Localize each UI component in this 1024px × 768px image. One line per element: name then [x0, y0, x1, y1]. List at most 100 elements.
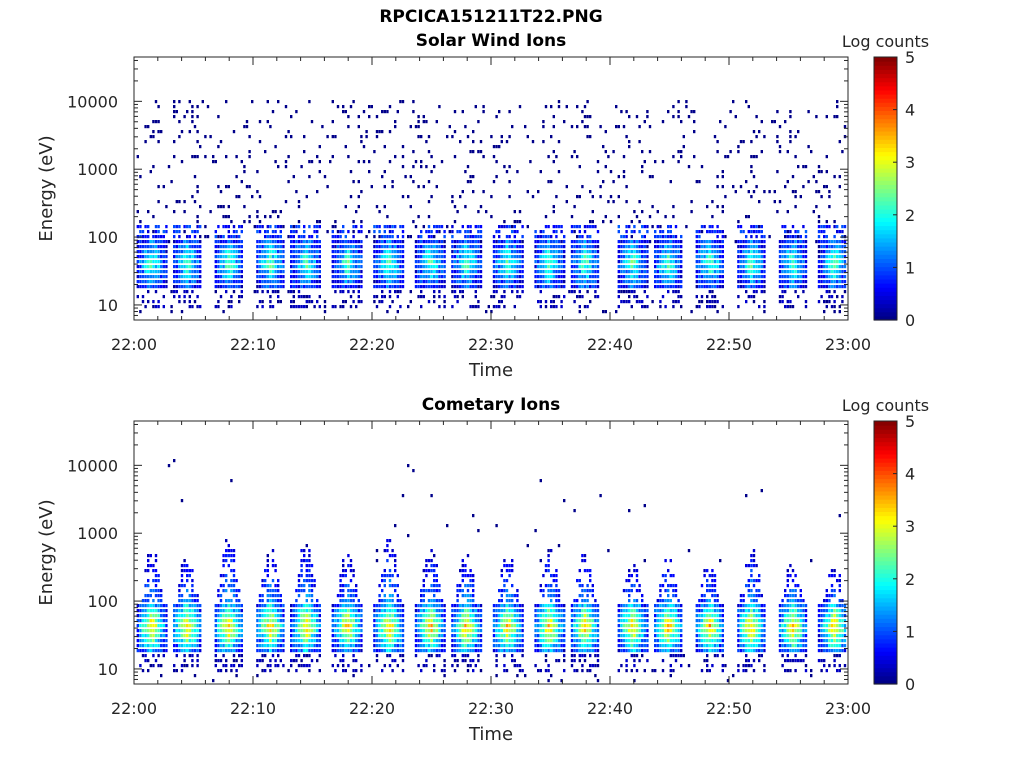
heatmap-cell	[461, 270, 464, 274]
heatmap-cell	[352, 260, 355, 264]
heatmap-cell	[183, 280, 186, 284]
heatmap-cell	[381, 270, 384, 274]
heatmap-cell	[804, 165, 808, 169]
heatmap-cell	[186, 619, 189, 623]
heatmap-cell	[630, 290, 633, 294]
heatmap-cell	[355, 589, 358, 593]
heatmap-cell	[453, 205, 457, 209]
heatmap-cell	[472, 255, 475, 259]
heatmap-cell	[503, 280, 506, 284]
heatmap-cell	[391, 185, 394, 189]
heatmap-cell	[453, 250, 457, 254]
heatmap-cell	[394, 589, 397, 593]
heatmap-cell	[643, 260, 646, 264]
heatmap-cell	[160, 240, 163, 244]
heatmap-cell	[401, 155, 405, 159]
heatmap-cell	[420, 240, 423, 244]
heatmap-cell	[596, 270, 600, 274]
heatmap-cell	[682, 145, 685, 149]
heatmap-cell	[165, 649, 168, 653]
heatmap-cell	[843, 270, 847, 274]
heatmap-cell	[758, 245, 761, 249]
heatmap-cell	[381, 629, 384, 633]
heatmap-cell	[789, 135, 792, 139]
heatmap-cell	[240, 255, 243, 259]
heatmap-cell	[828, 265, 831, 269]
heatmap-cell	[331, 155, 334, 159]
heatmap-cell	[386, 110, 389, 114]
heatmap-cell	[578, 290, 581, 294]
heatmap-cell	[193, 624, 197, 628]
heatmap-cell	[461, 225, 464, 229]
heatmap-cell	[381, 130, 384, 134]
heatmap-cell	[154, 235, 158, 239]
heatmap-cell	[479, 255, 483, 259]
heatmap-cell	[256, 649, 259, 653]
heatmap-cell	[141, 634, 145, 638]
heatmap-cell	[544, 245, 548, 249]
heatmap-cell	[297, 280, 301, 284]
heatmap-cell	[188, 629, 191, 633]
heatmap-cell	[258, 634, 262, 638]
heatmap-cell	[157, 629, 160, 633]
heatmap-cell	[617, 215, 620, 219]
heatmap-cell	[336, 275, 340, 279]
heatmap-cell	[459, 250, 462, 254]
heatmap-cell	[586, 270, 589, 274]
heatmap-cell	[352, 659, 355, 663]
heatmap-cell	[477, 240, 480, 244]
heatmap-cell	[308, 280, 311, 284]
heatmap-cell	[219, 255, 223, 259]
heatmap-cell	[646, 295, 649, 299]
colorbar-segment	[874, 262, 897, 268]
heatmap-cell	[435, 225, 438, 229]
heatmap-cell	[230, 619, 233, 623]
heatmap-cell	[825, 170, 828, 174]
heatmap-cell	[422, 270, 425, 274]
heatmap-cell	[352, 255, 355, 259]
heatmap-cell	[477, 270, 480, 274]
heatmap-cell	[742, 270, 745, 274]
heatmap-cell	[638, 220, 641, 224]
heatmap-cell	[401, 634, 405, 638]
heatmap-cell	[373, 300, 376, 304]
heatmap-cell	[435, 260, 438, 264]
heatmap-cell	[232, 240, 236, 244]
heatmap-cell	[331, 604, 334, 608]
heatmap-cell	[573, 225, 576, 229]
heatmap-cell	[825, 275, 828, 279]
heatmap-cell	[737, 280, 740, 284]
heatmap-cell	[295, 255, 298, 259]
heatmap-cell	[269, 664, 272, 668]
heatmap-cell	[227, 549, 230, 553]
heatmap-cell	[672, 115, 675, 119]
heatmap-cell	[492, 305, 496, 309]
heatmap-cell	[386, 544, 389, 548]
heatmap-cell	[591, 250, 594, 254]
heatmap-cell	[511, 265, 514, 269]
heatmap-cell	[646, 240, 649, 244]
heatmap-cell	[136, 275, 139, 279]
heatmap-cell	[373, 609, 376, 613]
heatmap-cell	[552, 280, 555, 284]
heatmap-cell	[193, 619, 197, 623]
heatmap-cell	[617, 275, 620, 279]
heatmap-cell	[136, 285, 139, 289]
heatmap-cell	[552, 300, 555, 304]
heatmap-cell	[235, 175, 238, 179]
heatmap-cell	[279, 659, 282, 663]
heatmap-cell	[378, 634, 381, 638]
heatmap-cell	[141, 599, 145, 603]
heatmap-cell	[313, 609, 316, 613]
heatmap-cell	[225, 619, 228, 623]
heatmap-cell	[479, 225, 483, 229]
heatmap-cell	[373, 250, 376, 254]
heatmap-cell	[641, 245, 644, 249]
heatmap-cell	[199, 624, 202, 628]
heatmap-cell	[667, 245, 670, 249]
heatmap-cell	[227, 225, 230, 229]
heatmap-cell	[438, 245, 441, 249]
heatmap-cell	[451, 195, 454, 199]
heatmap-cell	[160, 255, 163, 259]
